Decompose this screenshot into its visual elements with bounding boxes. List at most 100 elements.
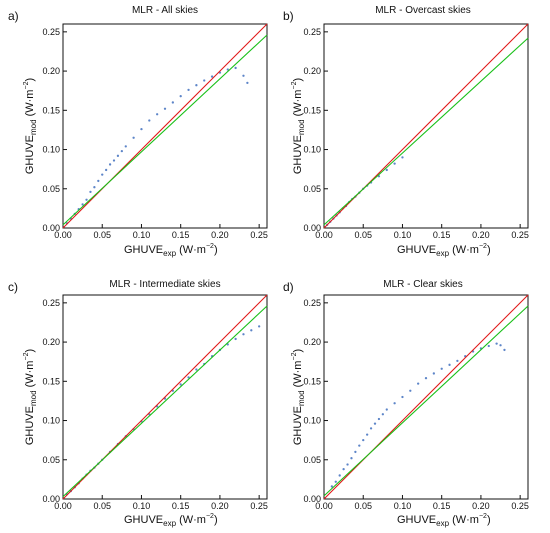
scatter-point-a-10 xyxy=(105,168,108,172)
scatter-point-a-25 xyxy=(203,79,206,82)
scatter-point-a-31 xyxy=(246,81,249,84)
scatter-point-d-8 xyxy=(362,439,365,442)
scatter-point-d-10 xyxy=(369,427,373,430)
y-tick-label-a-2: 0.10 xyxy=(42,145,60,155)
x-tick-label-a-1: 0.05 xyxy=(93,230,111,240)
y-tick-label-d-0: 0.00 xyxy=(303,494,321,504)
scatter-point-d-19 xyxy=(424,377,428,380)
x-tick-label-b-5: 0.25 xyxy=(511,230,529,240)
x-tick-label-a-2: 0.10 xyxy=(133,230,151,240)
x-tick-label-c-3: 0.15 xyxy=(172,501,190,511)
y-tick-label-a-5: 0.25 xyxy=(42,27,60,37)
y-tick-label-a-0: 0.00 xyxy=(42,223,60,233)
x-tick-label-d-5: 0.25 xyxy=(511,501,529,511)
y-axis-title-d: GHUVEmod (W·m−2) xyxy=(291,349,306,445)
scatter-point-a-20 xyxy=(163,107,167,110)
scatter-point-d-3 xyxy=(342,468,345,471)
scatter-point-c-29 xyxy=(258,325,261,328)
plot-area-a: 0.00 0.05 0.10 0.15 0.20 0.25 0.00 0.05 0.10 0.15… xyxy=(42,23,268,240)
x-tick-label-a-5: 0.25 xyxy=(250,230,268,240)
y-tick-label-b-2: 0.10 xyxy=(303,145,321,155)
fit-line-a-2 xyxy=(62,34,268,226)
x-tick-label-d-1: 0.05 xyxy=(354,501,372,511)
x-axis-title-a: GHUVEexp (W·m−2) xyxy=(124,243,218,258)
chart-title-a: MLR - All skies xyxy=(132,5,198,16)
scatter-point-a-29 xyxy=(234,66,237,70)
x-tick-label-b-4: 0.20 xyxy=(472,230,490,240)
plot-area-c: 0.00 0.05 0.10 0.15 0.20 0.25 0.00 0.05 0.10 0.15… xyxy=(42,294,268,511)
scatter-point-d-27 xyxy=(487,344,490,348)
scatter-point-d-5 xyxy=(350,457,353,460)
scatter-point-d-4 xyxy=(346,463,349,466)
y-tick-label-c-4: 0.20 xyxy=(42,337,60,347)
scatter-point-d-7 xyxy=(358,444,361,447)
scatter-point-a-4 xyxy=(81,203,84,206)
scatter-point-a-16 xyxy=(132,136,135,139)
y-tick-label-c-3: 0.15 xyxy=(42,376,60,386)
x-tick-label-d-0: 0.00 xyxy=(315,501,333,511)
scatter-point-d-30 xyxy=(503,348,506,352)
x-tick-label-c-2: 0.10 xyxy=(133,501,151,511)
scatter-point-c-21 xyxy=(195,368,198,371)
y-tick-label-b-5: 0.25 xyxy=(303,27,321,37)
scatter-point-c-19 xyxy=(179,383,182,386)
panel-letter-d: d) xyxy=(283,280,294,294)
scatter-point-c-20 xyxy=(187,376,190,379)
plot-area-d: 0.00 0.05 0.10 0.15 0.20 0.25 0.00 0.05 0.10 0.15… xyxy=(303,294,529,511)
y-tick-label-b-3: 0.15 xyxy=(303,105,321,115)
scatter-point-a-11 xyxy=(108,163,112,166)
scatter-point-c-28 xyxy=(250,329,253,332)
x-tick-label-c-1: 0.05 xyxy=(93,501,111,511)
y-tick-label-b-0: 0.00 xyxy=(303,223,321,233)
scatter-point-d-14 xyxy=(385,408,388,411)
scatter-point-d-18 xyxy=(417,382,420,385)
scatter-point-d-23 xyxy=(456,359,459,363)
scatter-point-b-16 xyxy=(393,162,396,165)
scatter-point-d-12 xyxy=(377,417,381,421)
scatter-point-d-11 xyxy=(373,422,377,425)
scatter-point-d-13 xyxy=(381,413,384,416)
scatter-point-d-6 xyxy=(354,450,357,454)
x-tick-label-c-4: 0.20 xyxy=(211,501,229,511)
scatter-point-a-5 xyxy=(85,198,88,201)
x-tick-label-a-0: 0.00 xyxy=(54,230,72,240)
y-tick-label-d-4: 0.20 xyxy=(303,337,321,347)
plot-area-b: 0.00 0.05 0.10 0.15 0.20 0.25 0.00 0.05 0.10 0.15… xyxy=(303,23,529,240)
scatter-point-b-15 xyxy=(385,168,388,172)
panel-a: MLR - All skies 0.00 0.05 0.10 0.15 0.20 0.25… xyxy=(23,5,268,258)
scatter-point-a-6 xyxy=(89,190,92,194)
scatter-point-d-22 xyxy=(448,363,451,366)
chart-title-b: MLR - Overcast skies xyxy=(375,5,471,16)
scatter-point-d-16 xyxy=(401,395,404,399)
y-axis-title-b: GHUVEmod (W·m−2) xyxy=(291,78,306,174)
plot-frame-c xyxy=(62,294,268,500)
plot-frame-d xyxy=(323,294,529,500)
scatter-point-a-24 xyxy=(195,84,198,87)
panel-letter-a: a) xyxy=(8,9,19,23)
scatter-point-d-20 xyxy=(432,372,435,375)
scatter-point-d-0 xyxy=(330,485,333,488)
x-axis-title-d: GHUVEexp (W·m−2) xyxy=(397,513,491,528)
scatter-point-d-2 xyxy=(338,474,341,477)
x-tick-label-b-1: 0.05 xyxy=(354,230,372,240)
scatter-point-a-18 xyxy=(148,119,151,122)
panel-letter-c: c) xyxy=(8,280,18,294)
panel-c: MLR - Intermediate skies 0.00 0.05 0.10 0.1… xyxy=(23,279,268,528)
scatter-point-c-27 xyxy=(242,333,245,336)
y-tick-label-a-1: 0.05 xyxy=(42,184,60,194)
scatter-point-c-26 xyxy=(234,337,237,341)
x-tick-label-c-5: 0.25 xyxy=(250,501,268,511)
scatter-point-d-21 xyxy=(440,367,443,370)
x-tick-label-b-2: 0.10 xyxy=(394,230,412,240)
plot-frame-a xyxy=(62,23,268,229)
y-tick-label-c-1: 0.05 xyxy=(42,455,60,465)
scatter-point-a-26 xyxy=(210,75,214,78)
y-tick-label-d-5: 0.25 xyxy=(303,298,321,308)
scatter-point-a-13 xyxy=(116,154,120,157)
scatter-point-d-1 xyxy=(334,480,337,483)
scatter-point-b-17 xyxy=(401,156,404,159)
panel-d: MLR - Clear skies 0.00 0.05 0.10 0.15 0.20 0.… xyxy=(291,279,529,528)
x-tick-label-b-3: 0.15 xyxy=(433,230,451,240)
fit-line-a-1 xyxy=(62,23,268,229)
scatter-point-a-15 xyxy=(124,145,127,148)
